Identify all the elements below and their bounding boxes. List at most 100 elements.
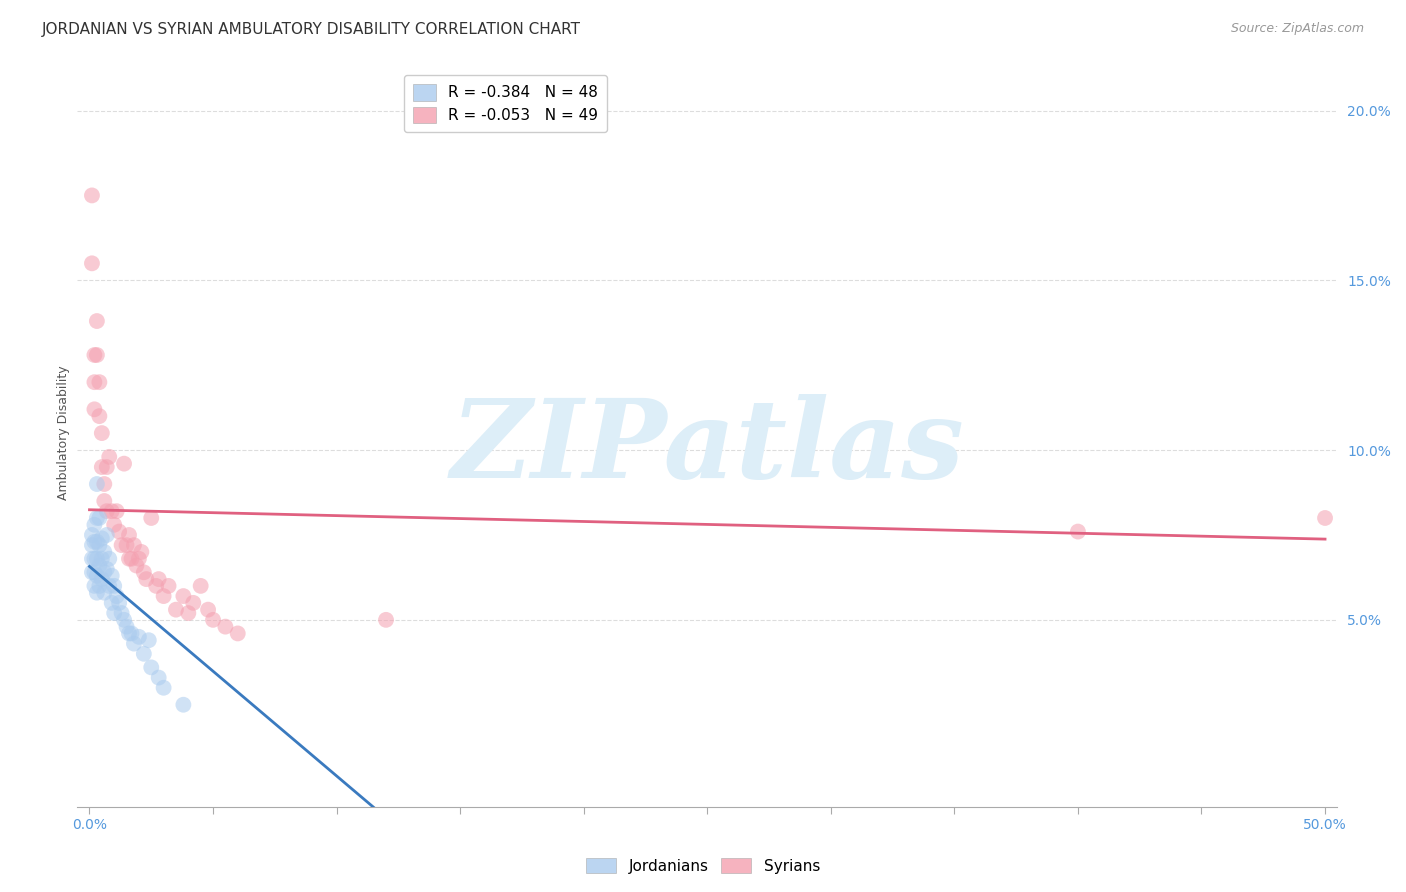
Point — [214, 620, 236, 634]
Point — [112, 457, 135, 471]
Point — [86, 568, 108, 582]
Point — [100, 596, 122, 610]
Point — [110, 538, 132, 552]
Point — [128, 551, 150, 566]
Point — [86, 511, 108, 525]
Point — [93, 585, 115, 599]
Point — [105, 589, 128, 603]
Point — [172, 589, 194, 603]
Point — [141, 511, 163, 525]
Point — [135, 572, 157, 586]
Point — [1067, 524, 1090, 539]
Point — [115, 538, 138, 552]
Point — [80, 256, 103, 270]
Point — [86, 477, 108, 491]
Point — [90, 532, 112, 546]
Point — [100, 568, 122, 582]
Point — [118, 528, 141, 542]
Point — [103, 606, 125, 620]
Point — [83, 551, 105, 566]
Point — [121, 551, 143, 566]
Point — [89, 579, 111, 593]
Point — [197, 602, 219, 616]
Point — [115, 620, 138, 634]
Point — [375, 613, 398, 627]
Point — [90, 426, 112, 441]
Point — [108, 524, 131, 539]
Point — [86, 348, 108, 362]
Point — [90, 572, 112, 586]
Point — [83, 517, 105, 532]
Point — [98, 579, 121, 593]
Point — [80, 538, 103, 552]
Point — [100, 504, 122, 518]
Text: Source: ZipAtlas.com: Source: ZipAtlas.com — [1230, 22, 1364, 36]
Legend: R = -0.384   N = 48, R = -0.053   N = 49: R = -0.384 N = 48, R = -0.053 N = 49 — [404, 75, 607, 132]
Point — [93, 477, 115, 491]
Point — [80, 188, 103, 202]
Point — [165, 602, 187, 616]
Point — [148, 671, 170, 685]
Point — [1313, 511, 1336, 525]
Point — [90, 460, 112, 475]
Point — [172, 698, 194, 712]
Point — [152, 589, 174, 603]
Legend: Jordanians, Syrians: Jordanians, Syrians — [579, 852, 827, 880]
Point — [93, 494, 115, 508]
Point — [122, 637, 145, 651]
Point — [86, 534, 108, 549]
Point — [83, 375, 105, 389]
Point — [152, 681, 174, 695]
Point — [96, 460, 118, 475]
Point — [89, 409, 111, 424]
Point — [98, 551, 121, 566]
Point — [202, 613, 225, 627]
Point — [86, 314, 108, 328]
Point — [80, 551, 103, 566]
Point — [89, 375, 111, 389]
Point — [83, 579, 105, 593]
Point — [132, 566, 155, 580]
Point — [157, 579, 180, 593]
Point — [118, 626, 141, 640]
Point — [190, 579, 212, 593]
Y-axis label: Ambulatory Disability: Ambulatory Disability — [58, 366, 70, 500]
Point — [93, 566, 115, 580]
Point — [89, 558, 111, 573]
Point — [80, 528, 103, 542]
Text: ZIPatlas: ZIPatlas — [450, 394, 965, 502]
Point — [125, 558, 148, 573]
Point — [181, 596, 204, 610]
Point — [132, 647, 155, 661]
Text: JORDANIAN VS SYRIAN AMBULATORY DISABILITY CORRELATION CHART: JORDANIAN VS SYRIAN AMBULATORY DISABILIT… — [42, 22, 581, 37]
Point — [98, 450, 121, 464]
Point — [131, 545, 153, 559]
Point — [83, 348, 105, 362]
Point — [80, 566, 103, 580]
Point — [96, 528, 118, 542]
Point — [86, 585, 108, 599]
Point — [118, 551, 141, 566]
Point — [141, 660, 163, 674]
Point — [122, 538, 145, 552]
Point — [112, 613, 135, 627]
Point — [103, 517, 125, 532]
Point — [83, 566, 105, 580]
Point — [103, 579, 125, 593]
Point — [108, 596, 131, 610]
Point — [148, 572, 170, 586]
Point — [105, 504, 128, 518]
Point — [90, 551, 112, 566]
Point — [93, 545, 115, 559]
Point — [121, 626, 143, 640]
Point — [145, 579, 167, 593]
Point — [138, 633, 160, 648]
Point — [89, 511, 111, 525]
Point — [96, 504, 118, 518]
Point — [83, 402, 105, 417]
Point — [86, 551, 108, 566]
Point — [83, 534, 105, 549]
Point — [177, 606, 200, 620]
Point — [128, 630, 150, 644]
Point — [110, 606, 132, 620]
